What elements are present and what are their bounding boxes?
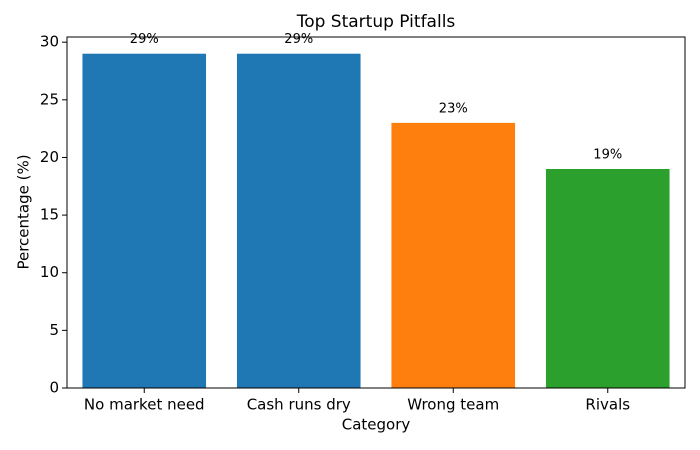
y-tick-label: 5 <box>49 321 59 339</box>
x-tick-label: Cash runs dry <box>247 396 351 414</box>
x-tick-label: Rivals <box>585 396 630 414</box>
value-label: 29% <box>284 32 313 47</box>
x-axis-label: Category <box>342 416 411 434</box>
x-tick-label: No market need <box>84 396 205 414</box>
y-tick-label: 15 <box>40 206 59 224</box>
chart-title: Top Startup Pitfalls <box>296 12 456 32</box>
y-tick-label: 25 <box>40 90 59 108</box>
y-tick-label: 0 <box>49 379 59 397</box>
x-tick-label: Wrong team <box>407 396 499 414</box>
value-label: 19% <box>593 147 622 162</box>
bar <box>82 53 207 388</box>
bar <box>391 122 516 389</box>
y-tick-label: 30 <box>40 33 59 51</box>
bar <box>236 53 361 388</box>
y-axis-label: Percentage (%) <box>15 154 33 269</box>
value-label: 23% <box>439 101 468 116</box>
plot-frame <box>66 36 686 389</box>
bar <box>545 168 670 388</box>
value-label: 29% <box>130 32 159 47</box>
y-tick-label: 20 <box>40 148 59 166</box>
y-tick-label: 10 <box>40 263 59 281</box>
